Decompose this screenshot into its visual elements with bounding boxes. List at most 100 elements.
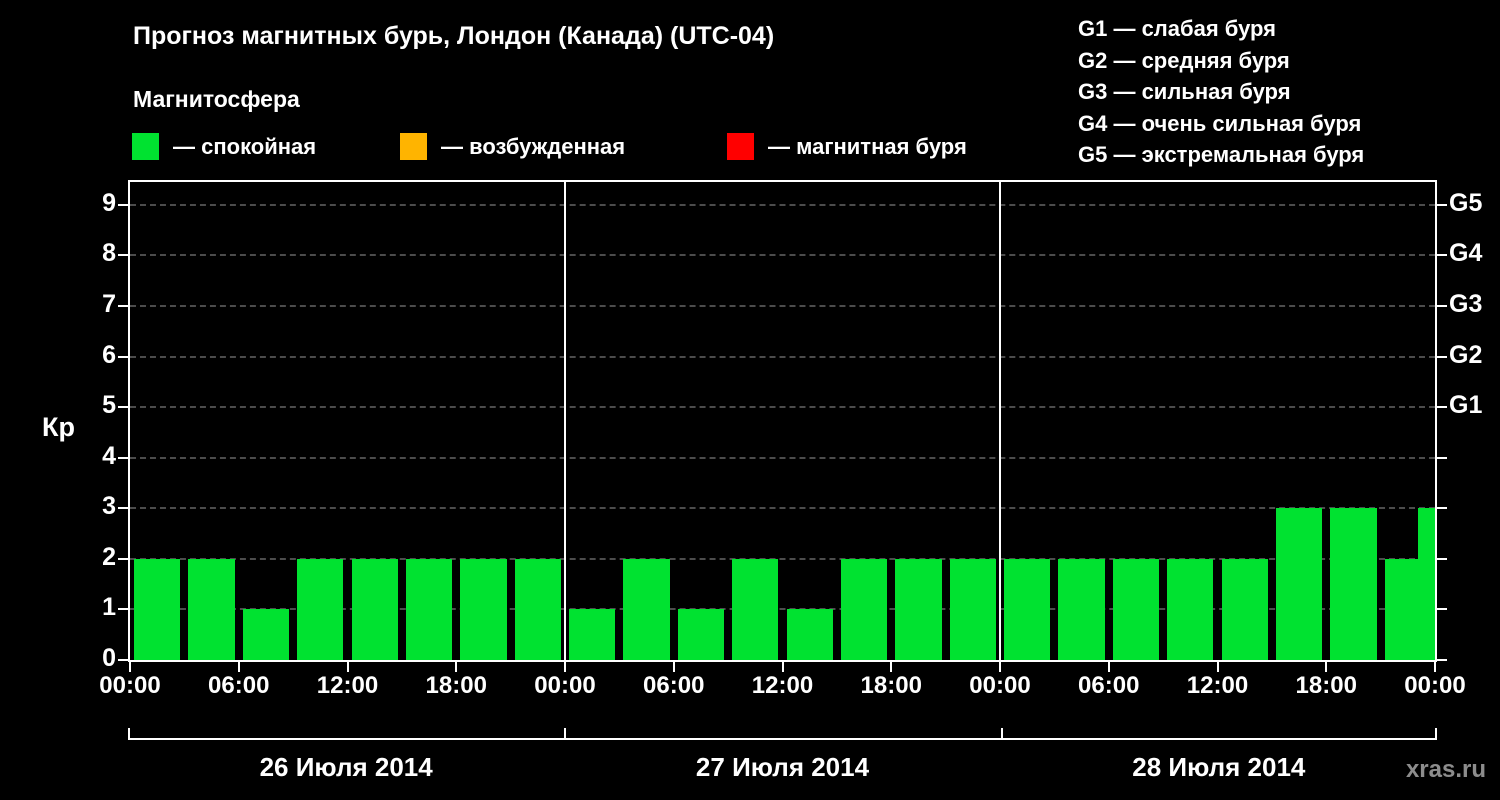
y-tick-right <box>1437 507 1447 510</box>
y-tick-right <box>1437 608 1447 611</box>
kp-bar <box>1330 508 1377 660</box>
g-scale-line-1: G1 — слабая буря <box>1078 16 1277 41</box>
x-tick-label: 00:00 <box>1404 672 1466 699</box>
kp-bar <box>1004 558 1051 660</box>
x-tick <box>781 662 784 672</box>
x-tick <box>1434 662 1436 672</box>
date-axis-line <box>128 738 1437 740</box>
kp-bar <box>1167 558 1214 660</box>
x-tick <box>564 662 566 672</box>
y-tick-label: 4 <box>102 441 116 470</box>
y-tick-right <box>1437 456 1447 459</box>
y-tick-left <box>118 304 128 307</box>
legend-item-quiet: — спокойная <box>132 133 316 160</box>
day-separator-line-2 <box>999 182 1001 660</box>
kp-bar <box>514 558 561 660</box>
kp-bar <box>351 558 398 660</box>
x-tick-label: 00:00 <box>99 672 161 699</box>
y-tick-left <box>118 203 128 206</box>
x-tick-label: 00:00 <box>534 672 596 699</box>
y-tick-right <box>1437 557 1447 560</box>
x-tick <box>129 662 131 672</box>
x-tick-label: 18:00 <box>860 672 922 699</box>
right-axis-label-G1: G1 <box>1449 391 1483 420</box>
x-tick <box>237 662 240 672</box>
x-tick-label: 06:00 <box>643 672 705 699</box>
kp-bar <box>623 558 670 660</box>
gridline-kp-3 <box>130 507 1435 510</box>
quiet-color-swatch <box>132 133 159 160</box>
x-tick <box>999 662 1001 672</box>
x-tick <box>890 662 893 672</box>
y-tick-left <box>118 608 128 611</box>
kp-bar <box>1058 558 1105 660</box>
gridline-kp-7 <box>130 304 1435 307</box>
gridline-kp-1 <box>130 608 1435 611</box>
y-tick-left <box>118 507 128 510</box>
legend-item-label: — возбужденная <box>441 133 626 159</box>
kp-bar <box>1221 558 1268 660</box>
date-axis-stub-1 <box>564 728 567 740</box>
date-axis-stub-2 <box>1000 728 1003 740</box>
y-tick-right <box>1437 406 1447 409</box>
kp-bar-partial <box>1418 508 1435 660</box>
y-tick-left <box>118 355 128 358</box>
right-axis-label-G3: G3 <box>1449 289 1483 318</box>
magnetosphere-state-legend: — спокойная — возбужденная — магнитная бур… <box>132 133 1132 163</box>
x-tick-label: 06:00 <box>208 672 270 699</box>
storm-color-swatch <box>727 133 754 160</box>
kp-bar <box>732 558 779 660</box>
y-tick-left <box>118 659 128 661</box>
y-tick-left <box>118 406 128 409</box>
kp-bar <box>895 558 942 660</box>
x-tick-label: 06:00 <box>1078 672 1140 699</box>
kp-bar <box>242 609 290 660</box>
x-tick <box>1216 662 1219 672</box>
right-axis-label-G5: G5 <box>1449 188 1483 217</box>
y-tick-label: 2 <box>102 542 116 571</box>
y-tick-right <box>1437 355 1447 358</box>
g-scale-line-5: G5 — экстремальная буря <box>1078 142 1365 167</box>
right-axis-label-G2: G2 <box>1449 340 1483 369</box>
x-tick-label: 18:00 <box>1295 672 1357 699</box>
y-tick-label: 3 <box>102 492 116 521</box>
y-tick-left <box>118 456 128 459</box>
g-scale-line-4: G4 — очень сильная буря <box>1078 110 1362 136</box>
excited-color-swatch <box>400 133 427 160</box>
x-tick-label: 12:00 <box>1186 672 1249 699</box>
y-tick-right <box>1437 203 1447 206</box>
y-tick-label: 6 <box>102 340 116 369</box>
legend-item-excited: — возбужденная <box>400 133 625 160</box>
y-tick-label: 7 <box>102 289 116 318</box>
date-label: 28 Июля 2014 <box>1132 752 1306 782</box>
kp-bar <box>134 558 181 660</box>
y-tick-label: 0 <box>102 644 116 672</box>
kp-bar <box>786 609 833 660</box>
storm-scale-legend: G1 — слабая буря G2 — средняя буря G3 — си… <box>1078 13 1364 171</box>
plot-area <box>118 180 1447 672</box>
date-axis-stub-0 <box>128 728 130 740</box>
kp-bar <box>188 558 235 660</box>
kp-bar <box>840 558 888 660</box>
kp-bar <box>297 558 344 660</box>
date-label: 26 Июля 2014 <box>259 752 433 782</box>
gridline-kp-4 <box>130 456 1435 459</box>
x-tick-label: 00:00 <box>969 672 1031 699</box>
g-scale-line-3: G3 — сильная буря <box>1078 79 1291 104</box>
y-tick-right <box>1437 254 1447 257</box>
watermark: xras.ru <box>1405 756 1486 783</box>
gridline-kp-9 <box>130 203 1435 206</box>
kp-bar <box>1112 558 1160 660</box>
kp-bar <box>460 558 507 660</box>
legend-item-label: — магнитная буря <box>768 133 967 159</box>
kp-bar <box>1275 508 1323 660</box>
y-tick-right <box>1437 304 1447 307</box>
x-tick <box>455 662 458 672</box>
date-axis-stub-3 <box>1435 728 1437 740</box>
gridline-kp-5 <box>130 406 1435 409</box>
gridline-kp-6 <box>130 355 1435 358</box>
gridline-kp-2 <box>130 557 1435 560</box>
x-tick-label: 12:00 <box>751 672 814 699</box>
y-tick-right <box>1437 659 1447 661</box>
